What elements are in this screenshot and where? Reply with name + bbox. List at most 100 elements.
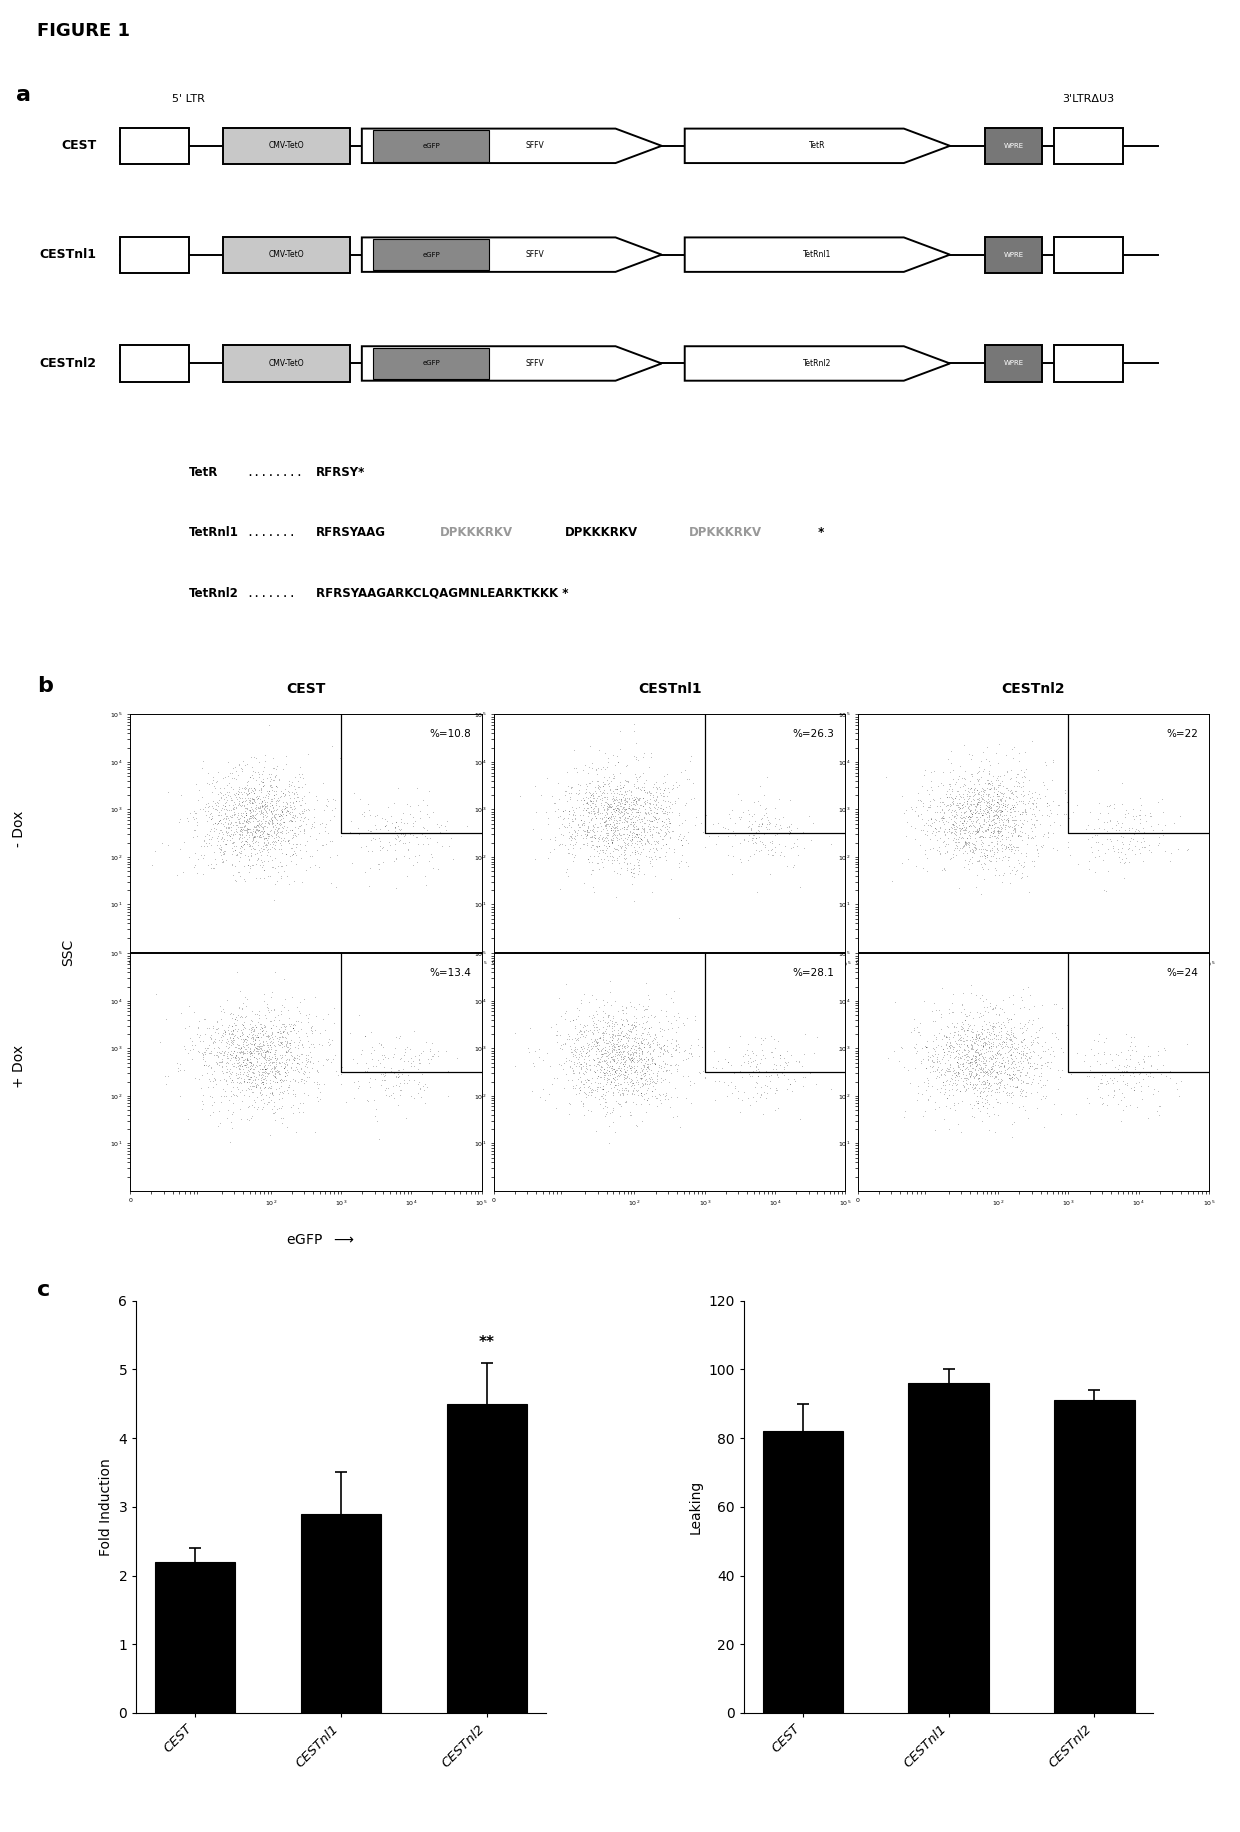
Point xyxy=(1011,1057,1030,1086)
Point xyxy=(221,1046,241,1075)
Point xyxy=(987,788,1007,817)
Point xyxy=(973,1053,993,1083)
Point xyxy=(961,1048,981,1077)
Point xyxy=(1091,1061,1111,1090)
Point xyxy=(1017,1039,1037,1068)
Point xyxy=(616,786,636,815)
Point xyxy=(618,830,637,859)
Point xyxy=(428,854,448,883)
Point xyxy=(718,821,738,850)
Point xyxy=(283,1090,303,1119)
Point xyxy=(236,1024,255,1053)
Point xyxy=(233,1037,253,1066)
Point xyxy=(942,810,962,839)
Point xyxy=(286,782,306,812)
Point xyxy=(259,819,279,848)
Point xyxy=(629,1039,649,1068)
Point xyxy=(257,793,277,823)
Point xyxy=(590,1022,610,1052)
Point xyxy=(956,791,976,821)
Point xyxy=(971,823,991,852)
Point xyxy=(634,1033,653,1063)
Point xyxy=(972,1048,992,1077)
Point xyxy=(345,779,365,808)
Point xyxy=(394,1033,414,1063)
Point xyxy=(362,1033,382,1063)
Point xyxy=(567,828,587,857)
Point xyxy=(625,1057,645,1086)
Point xyxy=(565,1013,585,1042)
Point xyxy=(635,995,655,1024)
Point xyxy=(563,1039,583,1068)
Point xyxy=(962,777,982,806)
Point xyxy=(224,793,244,823)
Point xyxy=(682,1041,702,1070)
Point xyxy=(603,1053,622,1083)
Point xyxy=(973,1046,993,1075)
Point xyxy=(614,1052,634,1081)
Point xyxy=(986,766,1006,795)
Point xyxy=(196,793,216,823)
Point xyxy=(998,1031,1018,1061)
Point xyxy=(231,801,250,830)
Point xyxy=(942,790,962,819)
Point xyxy=(965,773,985,802)
Point xyxy=(265,1044,285,1074)
Point xyxy=(622,826,642,856)
Point xyxy=(583,821,603,850)
Point xyxy=(606,1030,626,1059)
Point xyxy=(1087,1072,1107,1101)
Point xyxy=(288,1057,308,1086)
Point xyxy=(918,1085,937,1114)
Point xyxy=(216,830,236,859)
Point xyxy=(290,753,310,782)
Point xyxy=(949,1020,968,1050)
Point xyxy=(274,799,294,828)
Point xyxy=(195,1037,215,1066)
Point xyxy=(389,826,409,856)
Point xyxy=(241,782,260,812)
Point xyxy=(940,779,960,808)
Point xyxy=(604,802,624,832)
Point xyxy=(244,1026,264,1055)
Point xyxy=(766,1052,786,1081)
Point xyxy=(246,1050,265,1079)
Point xyxy=(637,1028,657,1057)
Point xyxy=(272,850,291,879)
Point xyxy=(960,823,980,852)
Point xyxy=(280,1011,300,1041)
Point xyxy=(598,766,618,795)
Point xyxy=(1013,1092,1033,1121)
Point xyxy=(610,777,630,806)
Point xyxy=(243,1072,263,1101)
Point xyxy=(288,802,308,832)
Point xyxy=(1032,1085,1052,1114)
Point xyxy=(279,780,299,810)
Point xyxy=(878,1042,898,1072)
Point xyxy=(619,1020,639,1050)
Point xyxy=(236,812,255,841)
Point xyxy=(920,810,940,839)
Point xyxy=(627,1052,647,1081)
Point xyxy=(645,802,665,832)
Point xyxy=(956,1048,976,1077)
Point xyxy=(970,793,990,823)
Point xyxy=(740,1044,760,1074)
Point xyxy=(314,1050,334,1079)
Point xyxy=(277,1017,296,1046)
Point xyxy=(182,1044,202,1074)
Point xyxy=(275,1061,295,1090)
Point xyxy=(975,806,994,835)
Point xyxy=(595,788,615,817)
Point xyxy=(639,806,658,835)
Point xyxy=(961,773,981,802)
Point xyxy=(201,804,221,834)
Point xyxy=(368,848,388,878)
Point xyxy=(170,1081,190,1110)
Point xyxy=(746,1052,766,1081)
Point xyxy=(408,1070,428,1099)
Point xyxy=(670,771,689,801)
Point xyxy=(956,1075,976,1105)
Point xyxy=(580,1024,600,1053)
Point xyxy=(769,830,789,859)
